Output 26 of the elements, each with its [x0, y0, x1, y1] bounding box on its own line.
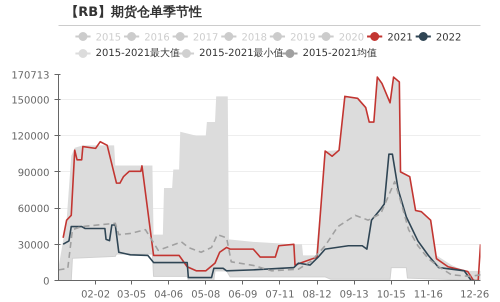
y-tick-label: 90000: [18, 168, 50, 179]
line-series: [62, 153, 476, 280]
legend-label: 2015-2021最小值: [199, 47, 284, 59]
x-tick-label: 07-11: [265, 290, 294, 300]
legend-label: 2015-2021最大值: [96, 47, 180, 59]
y-tick-label: 60000: [18, 204, 50, 216]
y-tick-label: 170713: [11, 70, 50, 82]
y-tick-label: 150000: [11, 95, 50, 106]
legend-label: 2015-2021均值: [302, 47, 378, 59]
chart-title: 【RB】期货仓单季节性: [65, 4, 202, 20]
x-tick-label: 11-16: [414, 290, 443, 300]
x-tick-label: 05-08: [191, 290, 220, 300]
legend-label: 2022: [436, 32, 462, 44]
legend-label: 2021: [387, 32, 413, 44]
x-tick-label: 02-02: [81, 290, 110, 300]
x-tick-label: 03-05: [117, 290, 146, 300]
line-series: [58, 180, 480, 278]
x-tick-label: 10-15: [376, 290, 406, 300]
y-tick-label: 0: [43, 276, 50, 288]
x-tick-label: 08-12: [302, 290, 332, 300]
y-tick-label: 120000: [11, 132, 50, 143]
y-tick-label: 30000: [18, 240, 50, 252]
x-tick-label: 12-26: [460, 290, 490, 300]
x-tick-label: 04-06: [154, 290, 184, 300]
x-tick-label: 06-09: [228, 290, 258, 300]
x-tick-label: 09-13: [340, 290, 369, 300]
